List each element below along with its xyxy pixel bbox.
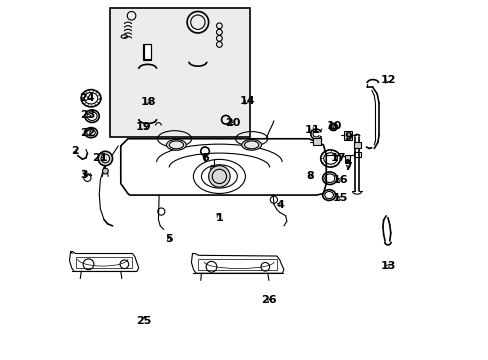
Text: 16: 16 (332, 175, 348, 185)
Text: 24: 24 (79, 93, 94, 103)
Text: 25: 25 (135, 316, 151, 325)
Text: 19: 19 (135, 122, 151, 132)
Text: 2: 2 (71, 146, 79, 156)
Bar (353, 142, 360, 148)
Text: 13: 13 (380, 261, 395, 271)
Bar (144, 44, 150, 59)
Bar (198, 259, 276, 270)
Text: 3: 3 (80, 170, 87, 180)
Circle shape (208, 166, 230, 187)
Text: 18: 18 (141, 97, 156, 107)
Bar (110, 8, 249, 137)
Bar (76, 257, 131, 268)
Circle shape (346, 159, 349, 163)
Text: 15: 15 (332, 193, 347, 203)
Text: 17: 17 (330, 153, 346, 163)
Text: 10: 10 (326, 121, 342, 131)
Circle shape (102, 168, 108, 174)
Bar (344, 155, 349, 163)
Bar (353, 152, 360, 157)
Text: 6: 6 (201, 153, 208, 163)
Text: 5: 5 (165, 234, 173, 244)
Bar (143, 44, 151, 60)
Text: 22: 22 (80, 128, 95, 138)
Ellipse shape (329, 123, 337, 131)
Text: 9: 9 (344, 132, 352, 142)
Text: 4: 4 (276, 200, 284, 210)
Circle shape (98, 151, 112, 166)
Ellipse shape (166, 139, 186, 150)
Text: 20: 20 (225, 118, 240, 128)
Text: 11: 11 (304, 125, 320, 135)
Text: 14: 14 (239, 96, 255, 106)
Text: 12: 12 (379, 75, 395, 85)
Text: 7: 7 (344, 162, 352, 172)
Bar (313, 138, 320, 145)
Text: 1: 1 (215, 213, 223, 222)
Ellipse shape (241, 139, 261, 150)
Text: 21: 21 (92, 153, 108, 163)
Text: 8: 8 (305, 171, 313, 181)
Text: 26: 26 (261, 295, 276, 305)
Text: 23: 23 (80, 111, 95, 121)
Bar (344, 131, 351, 140)
